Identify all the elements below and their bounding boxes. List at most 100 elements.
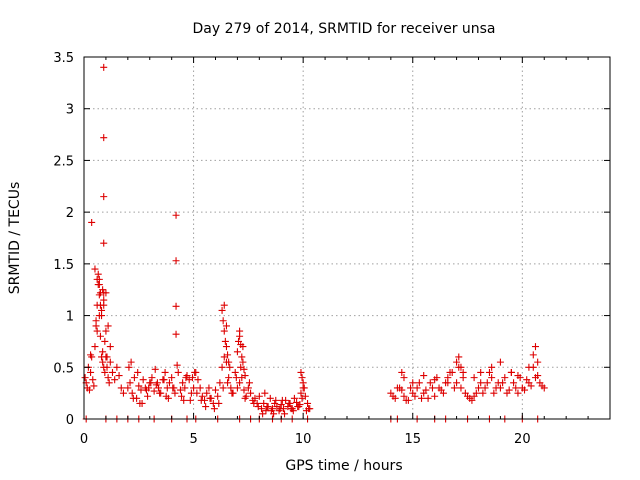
data-point	[299, 379, 307, 387]
data-point	[161, 368, 169, 376]
data-point	[182, 374, 190, 382]
data-points	[81, 63, 548, 423]
data-point	[270, 410, 278, 418]
data-point	[424, 394, 432, 402]
data-point	[221, 337, 229, 345]
data-point	[409, 379, 417, 387]
data-point	[304, 399, 312, 407]
y-tick-label: 0.5	[53, 361, 74, 376]
data-point	[259, 410, 267, 418]
x-tick-label: 15	[404, 432, 421, 447]
data-point	[479, 389, 487, 397]
data-point	[300, 384, 308, 392]
data-point	[181, 384, 189, 392]
data-point	[227, 384, 235, 392]
data-point	[428, 384, 436, 392]
data-point	[92, 317, 100, 325]
data-point	[100, 289, 108, 297]
data-point	[418, 394, 426, 402]
data-point	[260, 399, 268, 407]
data-point	[420, 372, 428, 380]
data-point	[240, 365, 248, 373]
data-point	[488, 363, 496, 371]
data-point	[393, 384, 401, 392]
data-point	[228, 389, 236, 397]
data-point	[236, 332, 244, 340]
data-point	[263, 403, 271, 411]
data-point	[108, 368, 116, 376]
data-point	[232, 374, 240, 382]
data-point	[202, 403, 210, 411]
data-point	[147, 379, 155, 387]
data-point	[470, 374, 478, 382]
data-point	[472, 389, 480, 397]
data-point	[186, 396, 194, 404]
data-point	[503, 389, 511, 397]
data-point	[151, 365, 159, 373]
data-point	[127, 358, 135, 366]
data-point	[100, 239, 108, 247]
data-point	[244, 384, 252, 392]
data-point	[287, 405, 295, 413]
data-point	[136, 399, 144, 407]
data-point	[100, 193, 108, 201]
axis-ticks	[83, 56, 610, 420]
data-point	[165, 379, 173, 387]
data-point	[87, 351, 95, 359]
data-point	[420, 389, 428, 397]
y-tick-label: 1	[66, 310, 74, 325]
data-point	[431, 376, 439, 384]
data-point	[534, 358, 542, 366]
data-point	[453, 358, 461, 366]
data-point	[226, 363, 234, 371]
data-point	[225, 374, 233, 382]
data-point	[188, 374, 196, 382]
data-point	[88, 218, 96, 226]
data-point	[129, 394, 137, 402]
data-point	[514, 389, 522, 397]
data-point	[250, 399, 258, 407]
data-point	[496, 358, 504, 366]
y-tick-label: 1.5	[53, 258, 74, 273]
data-point	[468, 396, 476, 404]
data-point	[534, 372, 542, 380]
data-point	[98, 306, 106, 314]
data-point	[171, 389, 179, 397]
data-point	[496, 384, 504, 392]
data-point	[499, 379, 507, 387]
data-point	[206, 394, 214, 402]
data-point	[172, 211, 180, 219]
chart-title: Day 279 of 2014, SRMTID for receiver uns…	[192, 21, 495, 37]
data-point	[525, 363, 533, 371]
data-point	[290, 394, 298, 402]
data-point	[150, 387, 158, 395]
data-point	[91, 265, 99, 273]
data-point	[455, 353, 463, 361]
data-point	[176, 386, 184, 394]
data-point	[446, 368, 454, 376]
data-point	[222, 343, 230, 351]
data-point	[483, 379, 491, 387]
data-point	[219, 317, 227, 325]
data-point	[96, 332, 104, 340]
data-point	[407, 384, 415, 392]
data-point	[156, 389, 164, 397]
data-point	[389, 392, 397, 400]
data-point	[168, 374, 176, 382]
data-point	[172, 330, 180, 338]
data-point	[444, 379, 452, 387]
data-point	[203, 389, 211, 397]
data-point	[225, 358, 233, 366]
data-point	[144, 392, 152, 400]
data-point	[94, 270, 102, 278]
data-point	[531, 343, 539, 351]
data-point	[220, 301, 228, 309]
data-point	[180, 396, 188, 404]
data-point	[239, 343, 247, 351]
data-point	[89, 376, 97, 384]
data-point	[233, 384, 241, 392]
data-point	[411, 392, 419, 400]
data-point	[245, 379, 253, 387]
data-point	[99, 358, 107, 366]
